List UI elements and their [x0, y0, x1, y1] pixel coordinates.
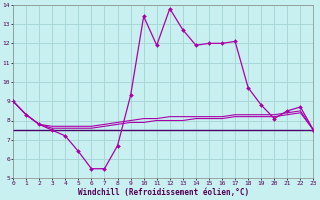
X-axis label: Windchill (Refroidissement éolien,°C): Windchill (Refroidissement éolien,°C): [78, 188, 249, 197]
